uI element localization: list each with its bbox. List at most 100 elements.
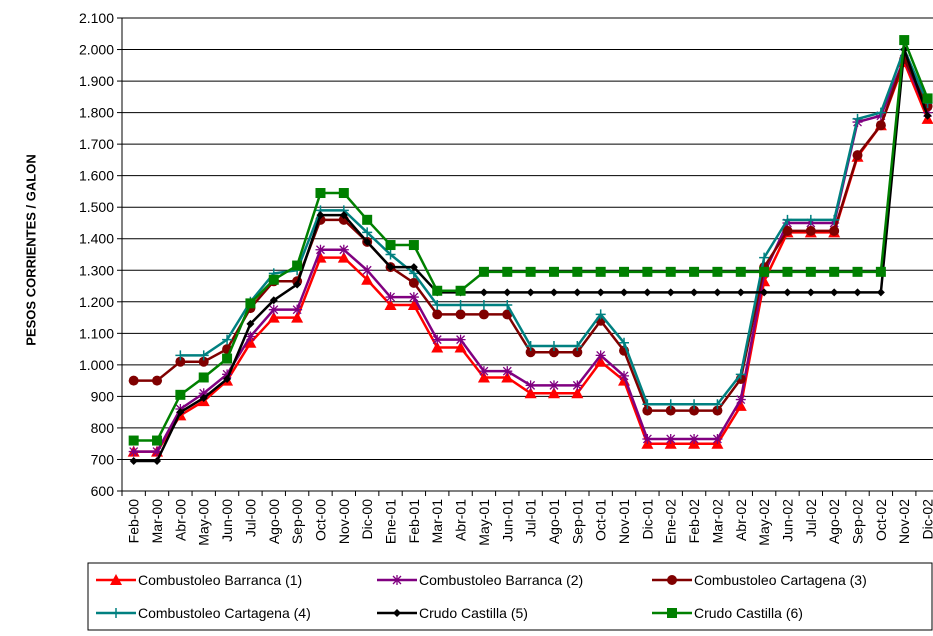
- marker: [526, 288, 535, 297]
- x-tick-label: Jun-01: [499, 499, 515, 542]
- marker: [432, 334, 443, 345]
- marker: [665, 433, 676, 444]
- marker: [922, 93, 933, 104]
- marker: [222, 334, 233, 345]
- y-tick-label: 1.500: [79, 199, 114, 215]
- marker: [595, 309, 606, 320]
- marker: [735, 394, 746, 405]
- marker: [876, 288, 885, 297]
- marker: [385, 292, 396, 303]
- marker: [642, 399, 653, 410]
- marker: [502, 299, 513, 310]
- marker: [524, 387, 537, 399]
- marker: [665, 405, 676, 416]
- marker: [690, 288, 699, 297]
- y-tick-label: 600: [91, 483, 115, 499]
- marker: [595, 266, 606, 277]
- x-tick-label: Abr-02: [733, 499, 749, 541]
- marker: [875, 107, 886, 118]
- marker: [245, 331, 256, 342]
- y-tick-label: 1.700: [79, 136, 114, 152]
- y-tick-label: 800: [91, 420, 115, 436]
- marker: [339, 211, 348, 220]
- marker: [525, 347, 536, 358]
- x-tick-label: Jul-00: [242, 499, 258, 537]
- marker: [198, 372, 209, 383]
- marker: [432, 299, 443, 310]
- marker: [549, 288, 558, 297]
- marker: [689, 433, 700, 444]
- marker: [478, 309, 489, 320]
- marker: [667, 575, 677, 585]
- marker: [431, 341, 444, 353]
- marker: [477, 371, 490, 383]
- x-tick-label: Ene-02: [663, 499, 679, 544]
- marker: [362, 214, 373, 225]
- marker: [502, 309, 513, 320]
- marker: [829, 266, 840, 277]
- marker: [782, 266, 793, 277]
- marker: [501, 371, 514, 383]
- marker: [363, 237, 372, 246]
- y-tick-label: 1.000: [79, 357, 114, 373]
- marker: [128, 446, 139, 457]
- x-tick-label: Dic-02: [920, 499, 933, 540]
- x-tick-label: Nov-02: [896, 499, 912, 544]
- y-tick-label: 1.400: [79, 231, 114, 247]
- marker: [503, 288, 512, 297]
- marker: [875, 120, 886, 131]
- marker: [408, 277, 419, 288]
- marker: [805, 266, 816, 277]
- x-tick-label: Sep-02: [850, 499, 866, 544]
- x-tick-label: Feb-00: [126, 499, 142, 544]
- marker: [689, 399, 700, 410]
- x-tick-label: Mar-00: [149, 499, 165, 544]
- x-tick-label: May-00: [196, 499, 212, 546]
- marker: [362, 265, 373, 276]
- marker: [129, 457, 138, 466]
- marker: [478, 299, 489, 310]
- marker: [805, 214, 816, 225]
- marker: [689, 266, 700, 277]
- marker: [830, 288, 839, 297]
- marker: [478, 366, 489, 377]
- marker: [666, 288, 675, 297]
- marker: [829, 225, 840, 236]
- x-tick-label: Feb-01: [406, 499, 422, 544]
- marker: [899, 35, 910, 46]
- y-tick-label: 1.600: [79, 168, 114, 184]
- marker: [548, 380, 559, 391]
- marker: [759, 266, 770, 277]
- marker: [594, 355, 607, 367]
- marker: [385, 249, 396, 260]
- x-tick-label: Nov-00: [336, 499, 352, 544]
- x-tick-label: Dic-01: [639, 499, 655, 540]
- marker: [292, 304, 303, 315]
- x-tick-label: Oct-02: [873, 499, 889, 541]
- legend-label: Combustoleo Cartagena (3): [694, 572, 867, 588]
- marker: [176, 408, 185, 417]
- y-tick-label: 2.000: [79, 42, 114, 58]
- marker: [548, 347, 559, 358]
- marker: [385, 240, 396, 251]
- marker: [384, 298, 397, 310]
- marker: [525, 380, 536, 391]
- y-tick-label: 1.800: [79, 105, 114, 121]
- marker: [805, 225, 816, 236]
- marker: [338, 244, 349, 255]
- marker: [269, 296, 278, 305]
- marker: [152, 435, 163, 446]
- marker: [735, 266, 746, 277]
- marker: [852, 150, 863, 161]
- marker: [268, 304, 279, 315]
- marker: [665, 399, 676, 410]
- marker: [547, 387, 560, 399]
- marker: [665, 266, 676, 277]
- marker: [596, 288, 605, 297]
- x-tick-label: Abr-00: [172, 499, 188, 541]
- marker: [315, 188, 326, 199]
- marker: [198, 350, 209, 361]
- marker: [454, 341, 467, 353]
- y-tick-label: 2.100: [79, 10, 114, 26]
- marker: [736, 288, 745, 297]
